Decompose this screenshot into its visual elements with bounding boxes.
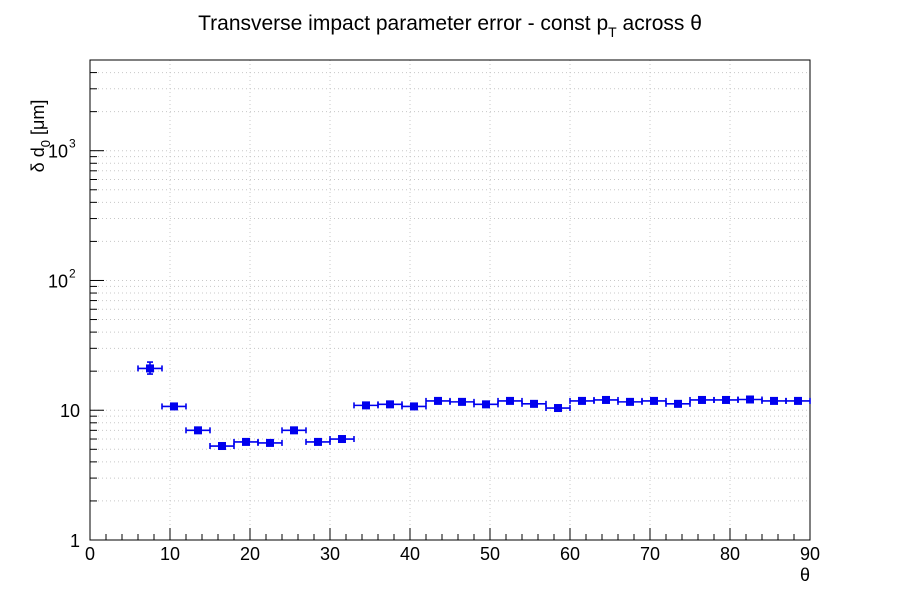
data-point <box>290 426 298 435</box>
data-point <box>458 397 466 406</box>
data-point-group <box>713 395 739 404</box>
data-point-group <box>641 396 667 405</box>
data-point <box>482 400 490 409</box>
data-point-group <box>665 399 691 408</box>
data-point-group <box>497 396 523 405</box>
data-point-group <box>785 396 811 405</box>
data-point-group <box>545 404 571 413</box>
data-point <box>626 397 634 406</box>
data-point <box>746 395 754 404</box>
data-point <box>194 426 202 435</box>
data-point-group <box>185 426 211 435</box>
data-point <box>266 438 274 447</box>
data-point-group <box>449 397 475 406</box>
data-point <box>698 395 706 404</box>
x-tick-label: 30 <box>320 544 340 564</box>
x-tick-label: 40 <box>400 544 420 564</box>
data-series <box>137 361 811 451</box>
x-tick-label: 10 <box>160 544 180 564</box>
data-point-group <box>353 401 379 410</box>
chart-title: Transverse impact parameter error - cons… <box>198 12 702 40</box>
data-point <box>554 404 562 413</box>
x-tick-label: 70 <box>640 544 660 564</box>
data-point <box>530 399 538 408</box>
y-tick-label-exponent: 3 <box>69 137 76 151</box>
data-point <box>602 395 610 404</box>
data-point-group <box>281 426 307 435</box>
x-tick-label: 60 <box>560 544 580 564</box>
data-point <box>674 399 682 408</box>
data-point-group <box>377 400 403 409</box>
x-tick-label: 50 <box>480 544 500 564</box>
y-tick-label: 10 <box>48 271 68 291</box>
data-point-group <box>305 437 331 446</box>
x-axis-label: θ <box>800 565 810 585</box>
data-point <box>410 402 418 411</box>
x-tick-label: 80 <box>720 544 740 564</box>
x-tick-label: 0 <box>85 544 95 564</box>
data-point-group <box>257 438 283 447</box>
data-point-group <box>329 435 355 444</box>
data-point-group <box>137 361 163 375</box>
y-tick-label: 10 <box>48 142 68 162</box>
data-point-group <box>401 402 427 411</box>
grid <box>90 59 810 540</box>
data-point <box>722 395 730 404</box>
data-point <box>434 396 442 405</box>
data-point-group <box>689 395 715 404</box>
data-point <box>362 401 370 410</box>
data-point <box>338 435 346 444</box>
data-point-group <box>425 396 451 405</box>
data-point-group <box>761 396 787 405</box>
plot-frame <box>89 59 811 541</box>
data-point <box>386 400 394 409</box>
data-point <box>506 396 514 405</box>
data-point <box>170 402 178 411</box>
y-tick-label-exponent: 2 <box>69 266 76 280</box>
data-point-group <box>521 399 547 408</box>
x-tick-label: 20 <box>240 544 260 564</box>
data-point-group <box>617 397 643 406</box>
y-axis-label: δ d0 [μm] <box>28 100 53 173</box>
data-point-group <box>569 396 595 405</box>
x-tick-label: 90 <box>800 544 820 564</box>
data-point-group <box>161 402 187 411</box>
data-point <box>146 364 154 373</box>
data-point <box>242 437 250 446</box>
data-point <box>578 396 586 405</box>
x-tick-labels: 0 10 20 30 40 50 60 70 80 90 <box>85 544 820 564</box>
y-tick-label: 10 <box>60 401 80 421</box>
data-point <box>218 442 226 451</box>
data-point <box>794 396 802 405</box>
data-point <box>650 396 658 405</box>
y-tick-label: 1 <box>70 531 80 551</box>
data-point <box>770 396 778 405</box>
data-point <box>314 437 322 446</box>
data-point-group <box>737 395 763 404</box>
axis-ticks <box>89 59 811 541</box>
data-point-group <box>593 395 619 404</box>
data-point-group <box>473 400 499 409</box>
